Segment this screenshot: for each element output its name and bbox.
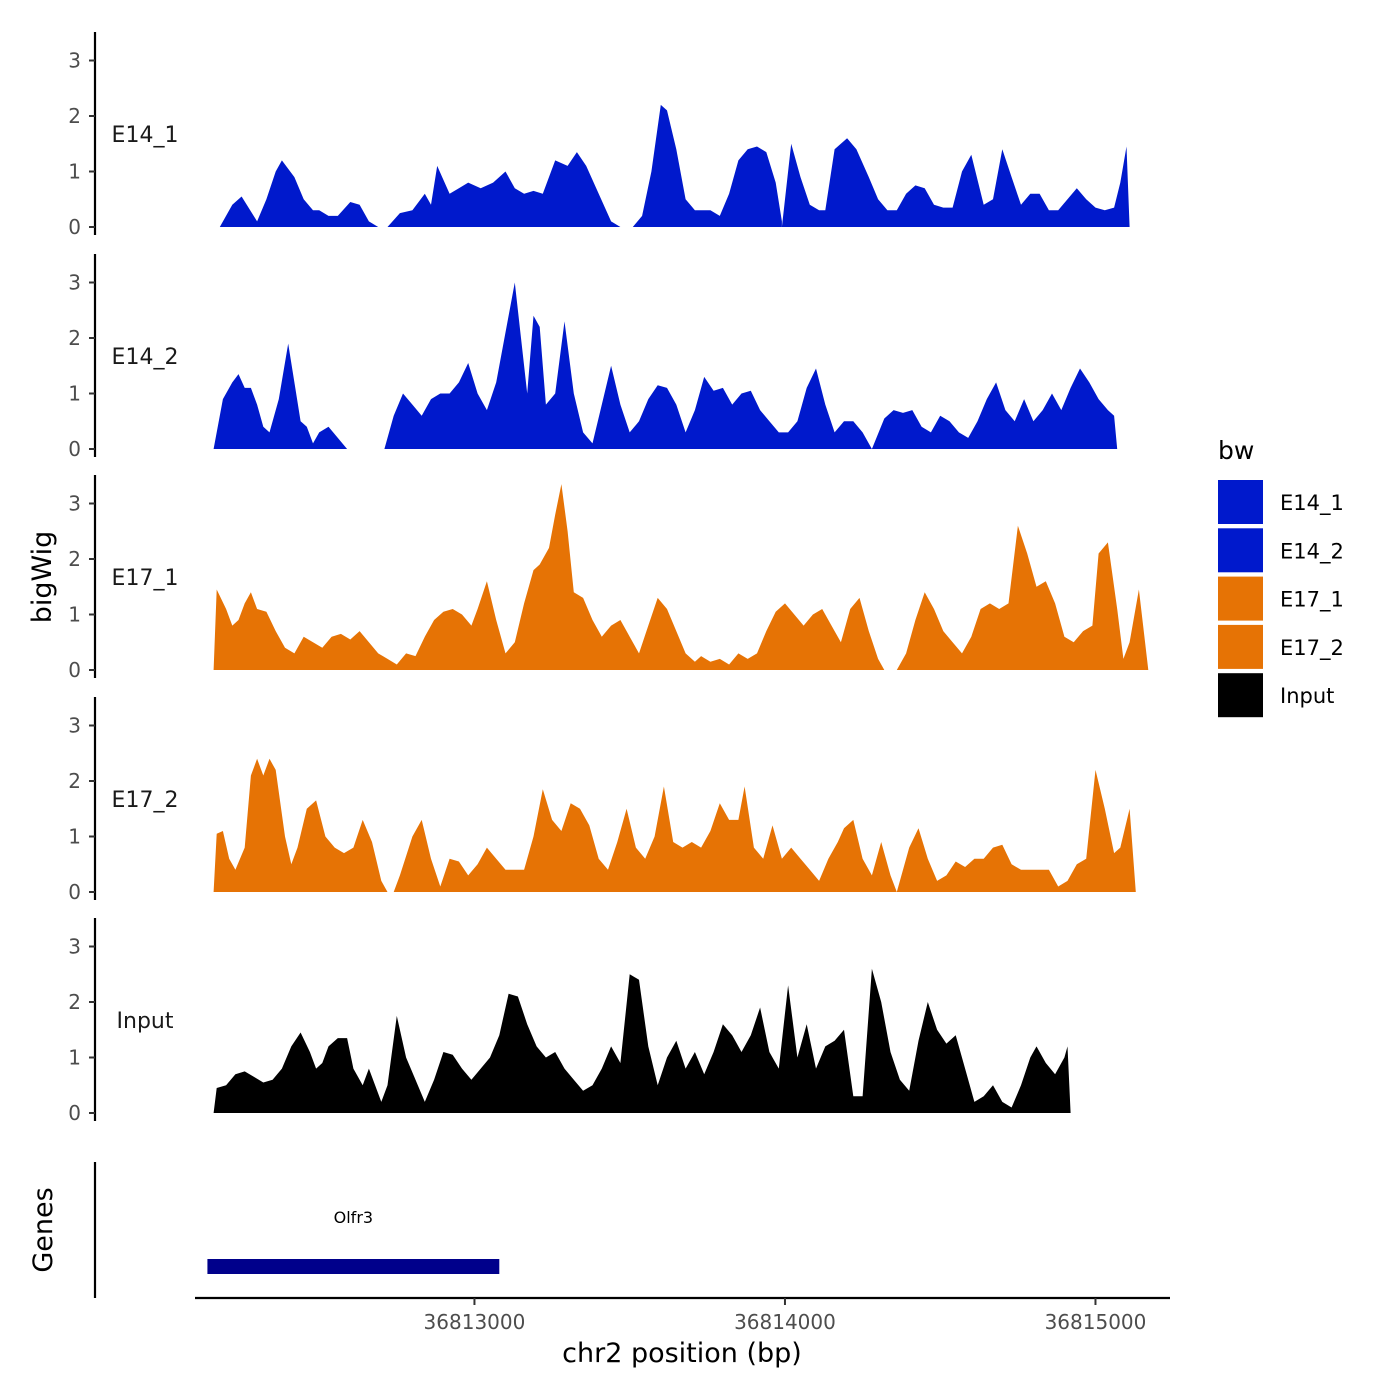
area-mark-E17_2: [213, 758, 388, 892]
y-tick-label: 2: [68, 104, 81, 128]
y-tick-label: 2: [68, 326, 81, 350]
track-E14_1: 0 1 2 3 E14_1: [68, 32, 1130, 239]
area-mark-E14_2: [213, 343, 348, 449]
y-tick-label: 3: [68, 492, 81, 516]
area-mark-E17_2: [896, 769, 1136, 892]
gene-items: Olfr3: [207, 1208, 500, 1274]
gene-label: Olfr3: [334, 1208, 373, 1227]
legend: bw E14_1 E14_2 E17_1 E17_2 Input: [1218, 436, 1344, 718]
area-mark-E14_1: [219, 160, 379, 227]
area-mark-E14_1: [781, 138, 1130, 227]
y-tick-label: 0: [68, 437, 81, 461]
legend-label: E17_2: [1280, 636, 1344, 661]
track-Input: 0 1 2 3 Input: [68, 918, 1071, 1125]
y-tick-label: 0: [68, 1101, 81, 1125]
legend-label: E17_1: [1280, 588, 1344, 613]
y-axis-title: bigWig: [27, 531, 58, 624]
track-label: E14_2: [112, 345, 179, 370]
y-tick-label: 3: [68, 271, 81, 295]
legend-swatch-E14_2: [1218, 528, 1263, 573]
y-tick-label: 0: [68, 658, 81, 682]
track-E14_2: 0 1 2 3 E14_2: [68, 254, 1118, 461]
y-tick-label: 0: [68, 880, 81, 904]
area-mark-E14_1: [632, 104, 782, 227]
legend-label: Input: [1280, 684, 1334, 708]
y-tick-label: 2: [68, 990, 81, 1014]
legend-swatch-Input: [1218, 673, 1263, 718]
area-mark-E14_2: [384, 282, 872, 449]
legend-swatch-E17_1: [1218, 576, 1263, 621]
area-mark-E14_2: [871, 368, 1118, 449]
x-tick-label: 36813000: [424, 1310, 526, 1334]
track-label: E17_2: [112, 788, 179, 813]
y-tick-label: 3: [68, 714, 81, 738]
legend-label: E14_1: [1280, 491, 1344, 516]
genes-panel: Genes Olfr3: [28, 1162, 500, 1298]
y-tick-label: 1: [68, 160, 81, 184]
legend-items: E14_1 E14_2 E17_1 E17_2 Input: [1218, 480, 1344, 718]
genes-title: Genes: [28, 1187, 59, 1272]
x-axis: 36813000 36814000 36815000 chr2 position (…: [195, 1296, 1170, 1369]
track-label: Input: [117, 1009, 174, 1034]
y-tick-label: 1: [68, 382, 81, 406]
legend-title: bw: [1218, 436, 1254, 465]
y-tick-label: 3: [68, 935, 81, 959]
area-mark-Input: [213, 968, 1071, 1113]
track-E17_2: 0 1 2 3 E17_2: [68, 697, 1136, 904]
x-tick-label: 36815000: [1045, 1310, 1147, 1334]
area-mark-E17_1: [213, 484, 885, 670]
legend-label: E14_2: [1280, 539, 1344, 564]
y-tick-label: 1: [68, 825, 81, 849]
y-tick-label: 2: [68, 769, 81, 793]
x-tick-label: 36814000: [734, 1310, 836, 1334]
x-axis-title: chr2 position (bp): [562, 1338, 802, 1369]
y-tick-label: 0: [68, 215, 81, 239]
gene-bar: [207, 1259, 500, 1274]
track-E17_1: 0 1 2 3 E17_1: [68, 475, 1149, 682]
area-mark-E17_2: [393, 786, 897, 892]
y-tick-label: 3: [68, 49, 81, 73]
x-ticks: 36813000 36814000 36815000: [424, 1298, 1147, 1334]
legend-swatch-E14_1: [1218, 480, 1263, 524]
track-label: E14_1: [112, 123, 179, 148]
y-tick-label: 2: [68, 547, 81, 571]
y-tick-label: 1: [68, 1046, 81, 1070]
area-mark-E17_1: [896, 525, 1149, 670]
area-mark-E14_1: [387, 152, 621, 227]
legend-swatch-E17_2: [1218, 624, 1263, 669]
y-tick-label: 1: [68, 603, 81, 627]
track-label: E17_1: [112, 566, 179, 591]
tracks-group: 0 1 2 3 E14_1 0 1 2 3 E14_2 0 1 2 3 E17_1 0 1 2 3 E17_2 0 1 2 3…: [68, 32, 1149, 1125]
